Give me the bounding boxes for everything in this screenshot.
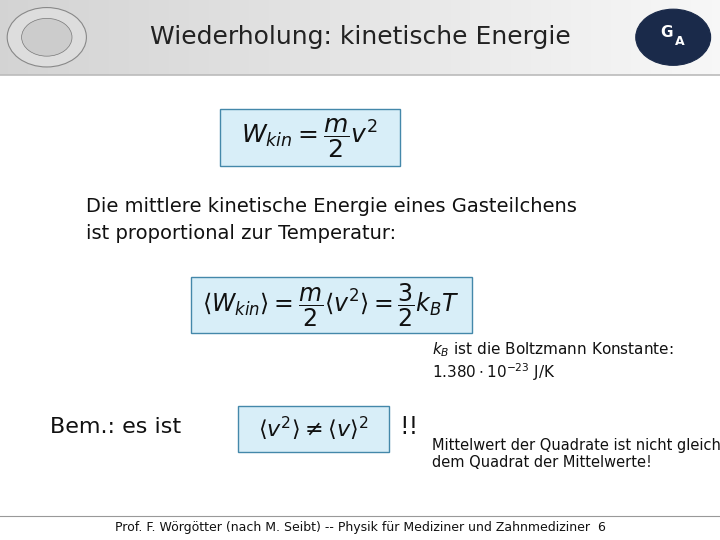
Text: dem Quadrat der Mittelwerte!: dem Quadrat der Mittelwerte!: [432, 455, 652, 470]
Text: Prof. F. Wörgötter (nach M. Seibt) -- Physik für Mediziner und Zahnmediziner  6: Prof. F. Wörgötter (nach M. Seibt) -- Ph…: [114, 521, 606, 535]
Text: $W_{kin} = \dfrac{m}{2}v^2$: $W_{kin} = \dfrac{m}{2}v^2$: [241, 116, 378, 160]
Text: Die mittlere kinetische Energie eines Gasteilchens: Die mittlere kinetische Energie eines Ga…: [86, 197, 577, 216]
Text: G: G: [660, 25, 673, 40]
Text: Mittelwert der Quadrate ist nicht gleich: Mittelwert der Quadrate ist nicht gleich: [432, 438, 720, 453]
Circle shape: [636, 9, 711, 65]
FancyBboxPatch shape: [220, 109, 400, 166]
Text: $\langle W_{kin} \rangle = \dfrac{m}{2}\langle v^2 \rangle = \dfrac{3}{2}k_B T$: $\langle W_{kin} \rangle = \dfrac{m}{2}\…: [202, 281, 460, 329]
Circle shape: [7, 8, 86, 67]
Text: $\langle v^2 \rangle \neq \langle v \rangle^2$: $\langle v^2 \rangle \neq \langle v \ran…: [258, 415, 369, 443]
Circle shape: [22, 18, 72, 56]
Text: $1.380 \cdot 10^{-23}$ J/K: $1.380 \cdot 10^{-23}$ J/K: [432, 362, 556, 383]
Text: Wiederholung: kinetische Energie: Wiederholung: kinetische Energie: [150, 25, 570, 49]
Text: Bem.: es ist: Bem.: es ist: [50, 416, 181, 437]
Text: A: A: [675, 35, 685, 48]
Text: !!: !!: [400, 415, 419, 438]
FancyBboxPatch shape: [238, 407, 389, 453]
Text: $k_B$ ist die Boltzmann Konstante:: $k_B$ ist die Boltzmann Konstante:: [432, 341, 674, 359]
FancyBboxPatch shape: [191, 276, 472, 333]
Text: ist proportional zur Temperatur:: ist proportional zur Temperatur:: [86, 224, 397, 243]
